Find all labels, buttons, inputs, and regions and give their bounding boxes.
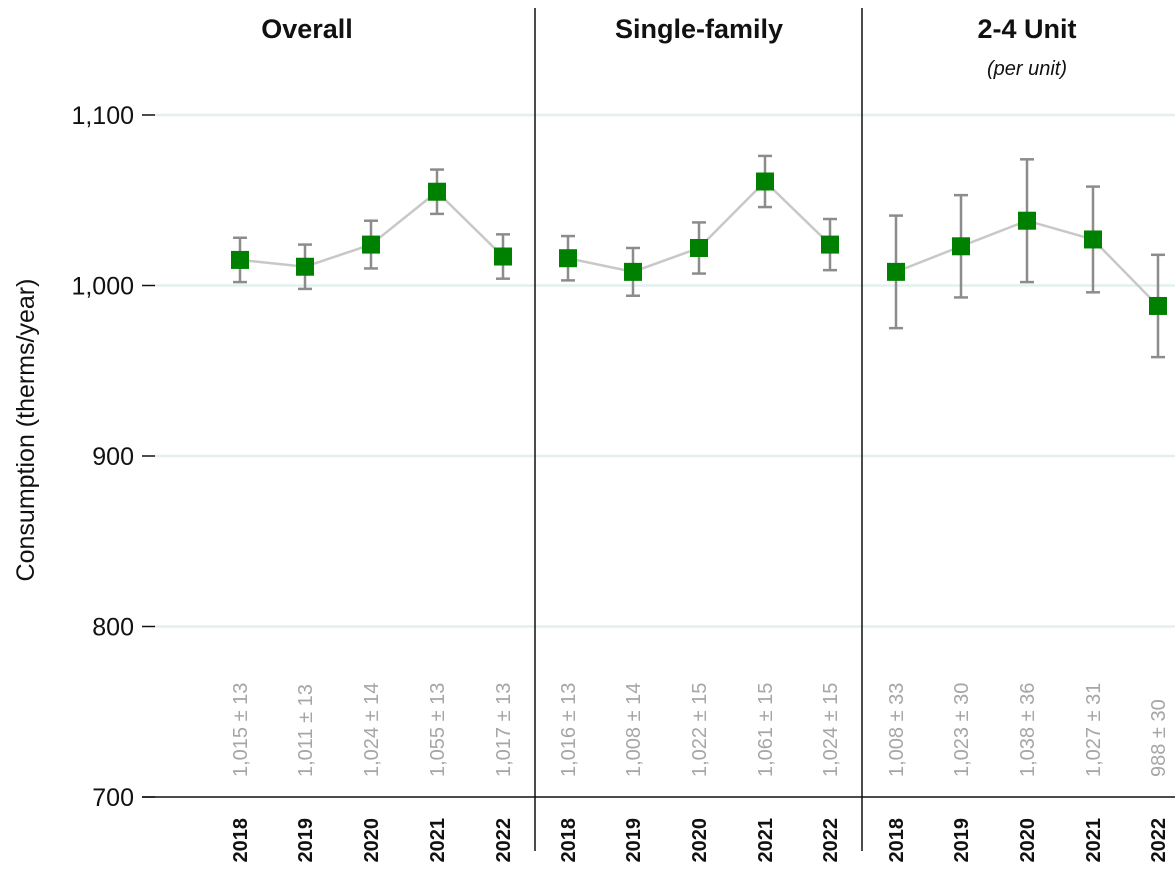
- y-tick-label: 800: [92, 614, 134, 642]
- x-tick-label: 2020: [1017, 818, 1039, 863]
- x-tick-label: 2019: [295, 818, 317, 863]
- data-value-label: 1,008 ± 33: [886, 683, 908, 777]
- x-tick-label: 2018: [886, 818, 908, 863]
- panel-1: Overall 1,015 ± 13 2018 1,011 ± 13 2019 1,024…: [230, 14, 515, 863]
- data-point-marker: [1149, 296, 1167, 315]
- x-tick-label: 2018: [558, 818, 580, 863]
- panel-2: Single-family 1,016 ± 13 2018 1,008 ± 14 201…: [558, 14, 842, 863]
- x-tick-label: 2021: [755, 818, 777, 863]
- data-value-label: 1,016 ± 13: [558, 683, 580, 777]
- data-value-label: 1,017 ± 13: [493, 683, 515, 777]
- y-tick-label: 700: [92, 784, 134, 812]
- data-value-label: 1,022 ± 15: [689, 683, 711, 777]
- x-tick-label: 2021: [427, 818, 449, 863]
- y-tick-label: 900: [92, 443, 134, 471]
- panel-3: 2-4 Unit (per unit) 1,008 ± 33 2018 1,023 ± …: [886, 14, 1170, 863]
- y-axis-title: Consumption (therms/year): [12, 279, 40, 582]
- data-point-marker: [756, 172, 774, 191]
- data-value-label: 1,023 ± 30: [951, 683, 973, 777]
- data-value-label: 1,038 ± 36: [1017, 683, 1039, 777]
- panel-title: 2-4 Unit: [977, 14, 1076, 44]
- data-value-label: 1,015 ± 13: [230, 683, 252, 777]
- x-tick-label: 2022: [493, 818, 515, 863]
- x-tick-label: 2022: [820, 818, 842, 863]
- panel-title: Single-family: [615, 14, 783, 44]
- data-point-marker: [1084, 230, 1102, 249]
- panel-title: Overall: [261, 14, 353, 44]
- data-point-marker: [231, 250, 249, 269]
- data-value-label: 1,027 ± 31: [1083, 683, 1105, 777]
- data-point-marker: [296, 257, 314, 276]
- data-point-marker: [690, 238, 708, 257]
- data-value-label: 1,055 ± 13: [427, 683, 449, 777]
- data-point-marker: [362, 235, 380, 254]
- data-value-label: 1,011 ± 13: [295, 684, 317, 777]
- data-value-label: 1,024 ± 14: [361, 683, 383, 777]
- data-point-marker: [952, 237, 970, 256]
- data-point-marker: [428, 182, 446, 201]
- x-tick-label: 2019: [623, 818, 645, 863]
- panel-subtitle: (per unit): [987, 58, 1067, 80]
- x-tick-label: 2018: [230, 818, 252, 863]
- x-tick-label: 2019: [951, 818, 973, 863]
- x-tick-label: 2020: [361, 818, 383, 863]
- y-tick-label: 1,100: [71, 102, 134, 130]
- data-value-label: 988 ± 30: [1148, 699, 1170, 777]
- y-tick-label: 1,000: [71, 273, 134, 301]
- data-point-marker: [1018, 211, 1036, 230]
- data-value-label: 1,024 ± 15: [820, 683, 842, 777]
- data-point-marker: [494, 247, 512, 266]
- data-value-label: 1,061 ± 15: [755, 683, 777, 777]
- x-tick-label: 2020: [689, 818, 711, 863]
- data-point-marker: [887, 262, 905, 281]
- x-tick-label: 2022: [1148, 818, 1170, 863]
- data-value-label: 1,008 ± 14: [623, 683, 645, 777]
- x-tick-label: 2021: [1083, 818, 1105, 863]
- data-point-marker: [821, 235, 839, 254]
- data-point-marker: [559, 249, 577, 268]
- data-point-marker: [624, 262, 642, 281]
